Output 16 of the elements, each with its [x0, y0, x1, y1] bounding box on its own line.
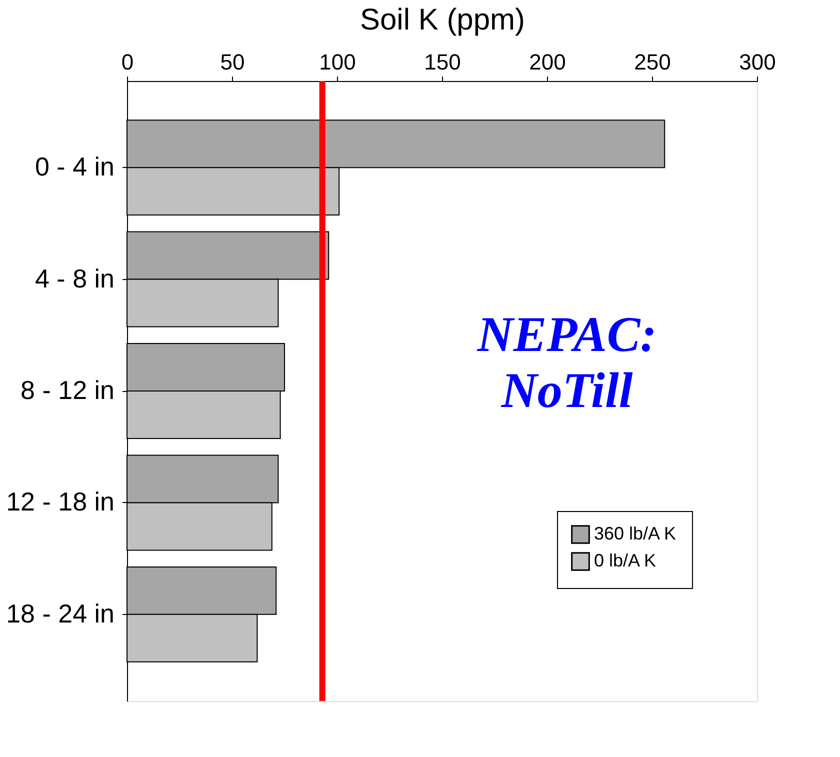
y-tick-label: 18 - 24 in — [6, 598, 114, 628]
y-tick-label: 12 - 18 in — [6, 486, 114, 517]
y-tick-label: 4 - 8 in — [35, 263, 114, 294]
x-tick-label: 50 — [220, 50, 245, 74]
y-tick-label: 0 - 4 in — [35, 152, 114, 182]
y-tick-label: 8 - 12 in — [20, 375, 114, 405]
x-tick-label: 250 — [634, 50, 671, 74]
x-tick-label: 300 — [739, 50, 776, 74]
x-axis-title: Soil K (ppm) — [360, 4, 526, 36]
x-tick-label: 0 — [121, 50, 134, 74]
legend-label: 360 lb/A K — [594, 524, 676, 544]
annotation: NEPAC: NoTill — [476, 306, 657, 418]
x-tick-label: 200 — [529, 50, 566, 74]
x-tick-label: 100 — [319, 50, 356, 74]
x-tick-label: 150 — [424, 50, 461, 74]
legend-label: 0 lb/A K — [594, 550, 656, 570]
